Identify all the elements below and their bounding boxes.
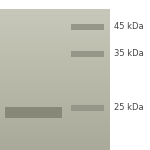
Text: 45 kDa: 45 kDa <box>114 22 144 32</box>
Text: 35 kDa: 35 kDa <box>114 50 144 58</box>
Text: 25 kDa: 25 kDa <box>114 103 144 112</box>
Bar <box>70 24 104 30</box>
Bar <box>70 105 104 111</box>
Bar <box>4 107 62 118</box>
Bar <box>70 51 104 57</box>
